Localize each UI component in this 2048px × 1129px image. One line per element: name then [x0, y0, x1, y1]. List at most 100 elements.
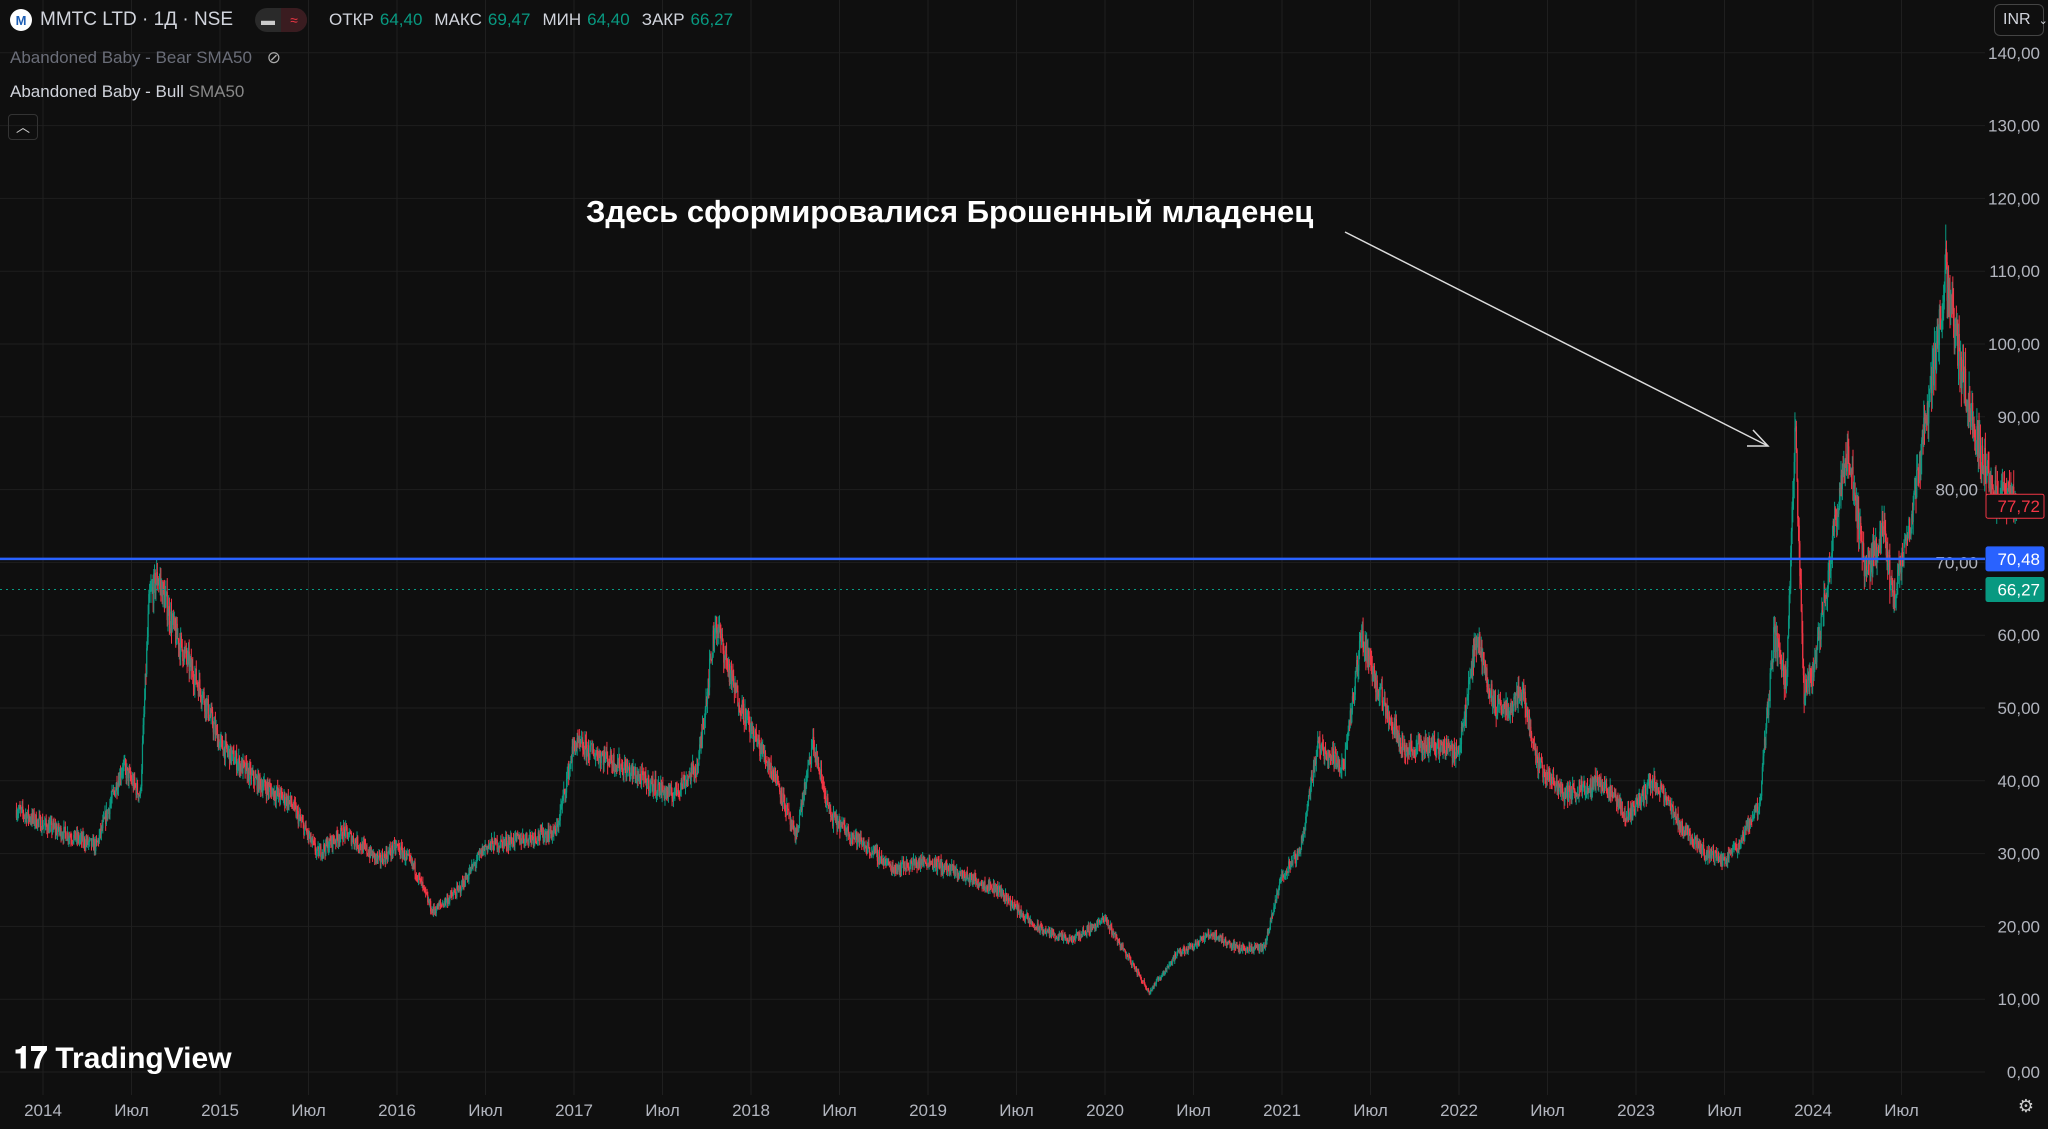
candle-body: [812, 736, 814, 747]
candle-body: [1053, 931, 1055, 936]
candle-body: [1253, 948, 1255, 952]
candle-body: [1652, 779, 1654, 791]
candle-body: [503, 840, 505, 843]
candle-body: [1494, 700, 1497, 707]
candle-body: [425, 889, 427, 893]
candle-body: [1186, 949, 1188, 951]
candle-body: [526, 832, 528, 841]
candle-body: [1755, 808, 1757, 810]
candle-body: [1058, 932, 1060, 938]
candle-body: [1736, 848, 1739, 853]
candle-body: [1025, 916, 1027, 919]
candle-body: [687, 776, 689, 782]
candle-body: [597, 753, 599, 760]
candle-body: [795, 828, 797, 841]
candle-body: [1484, 663, 1487, 677]
candle-body: [285, 796, 287, 804]
candle-body: [270, 786, 272, 790]
candle-body: [1149, 993, 1151, 995]
candle-body: [1407, 749, 1409, 756]
candle-body: [22, 812, 25, 816]
y-tick-label: 30,00: [1997, 845, 2040, 864]
y-tick-label: 80,00: [1935, 481, 1978, 500]
candle-body: [985, 887, 988, 889]
candle-body: [716, 616, 718, 634]
candle-body: [767, 764, 769, 768]
candle-body: [153, 573, 155, 604]
candle-body: [232, 750, 234, 752]
candle-body: [1610, 785, 1612, 797]
candle-body: [895, 868, 897, 874]
candle-body: [822, 781, 824, 785]
candle-body: [1612, 796, 1614, 798]
candle-body: [633, 774, 636, 776]
candle-body: [1654, 775, 1656, 789]
y-tick-label: 120,00: [1988, 189, 2040, 208]
candle-body: [571, 746, 573, 763]
candle-body: [1072, 936, 1074, 943]
candle-body: [1217, 938, 1219, 940]
candle-body: [206, 702, 208, 714]
candle-body: [291, 803, 293, 806]
candle-body: [1421, 744, 1424, 756]
candle-body: [657, 784, 659, 792]
candle-body: [1036, 928, 1038, 930]
candle-body: [970, 873, 973, 877]
candle-body: [936, 861, 938, 871]
candle-body: [1166, 967, 1168, 971]
candle-body: [758, 734, 760, 745]
candle-body: [1101, 918, 1103, 923]
candle-body: [775, 782, 777, 786]
candle-body: [885, 859, 887, 866]
candle-body: [1551, 781, 1553, 784]
candle-body: [979, 883, 981, 886]
candle-body: [1312, 765, 1315, 781]
candle-body: [1708, 850, 1710, 859]
candle-body: [901, 862, 903, 865]
candle-body: [192, 677, 195, 686]
candle-body: [58, 824, 60, 832]
candle-body: [1237, 948, 1240, 952]
candle-body: [1244, 948, 1246, 950]
candle-body: [1148, 991, 1150, 994]
candle-body: [346, 827, 348, 833]
candle-body: [32, 812, 35, 819]
candle-body: [1307, 795, 1310, 801]
candle-body: [1364, 641, 1366, 650]
candle-body: [391, 845, 393, 856]
candle-body: [909, 865, 911, 871]
candle-body: [1626, 817, 1628, 821]
candle-body: [522, 835, 524, 842]
candle-body: [1003, 895, 1005, 898]
candle-body: [294, 804, 297, 807]
x-tick-label: Июл: [291, 1101, 326, 1120]
candle-body: [194, 668, 197, 677]
candle-body: [1723, 858, 1725, 860]
candle-body: [932, 865, 934, 869]
candle-body: [1039, 924, 1041, 933]
candle-body: [1634, 811, 1636, 814]
candle-body: [299, 814, 301, 817]
candle-body: [384, 854, 386, 857]
candle-body: [1242, 945, 1245, 948]
candle-body: [394, 842, 396, 851]
candle-body: [879, 858, 881, 864]
candle-body: [825, 795, 827, 805]
candle-body: [988, 880, 990, 889]
candle-body: [776, 775, 779, 783]
candle-body: [1658, 792, 1660, 794]
candle-body: [1349, 720, 1351, 724]
candle-body: [1384, 698, 1386, 705]
candle-body: [817, 763, 819, 767]
candle-body: [1712, 850, 1714, 853]
candle-body: [1692, 843, 1694, 845]
candle-body: [1112, 930, 1114, 936]
candle-body: [838, 818, 840, 826]
candle-body: [1382, 700, 1385, 707]
candle-body: [326, 841, 328, 845]
candle-body: [609, 750, 612, 764]
candle-body: [401, 845, 403, 848]
candle-body: [840, 824, 842, 826]
candle-body: [800, 803, 802, 812]
